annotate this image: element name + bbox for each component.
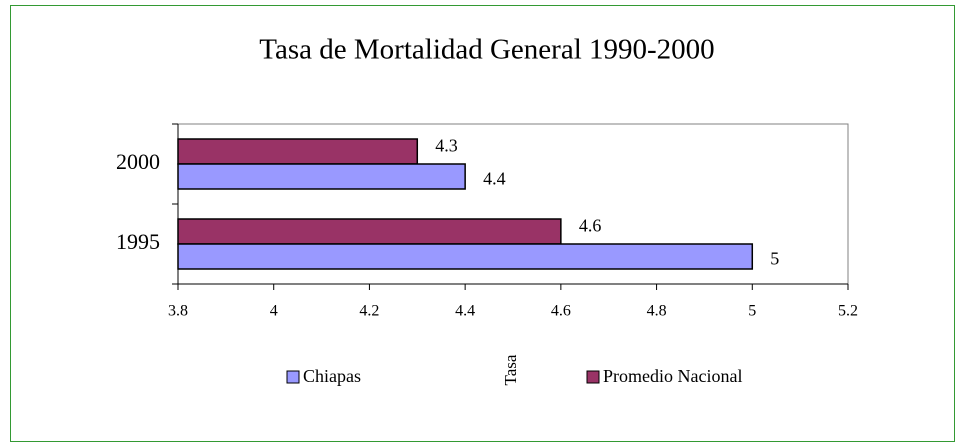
x-axis-label: Tasa [501, 354, 520, 385]
x-tick-label: 4.4 [455, 303, 475, 320]
data-label: 4.6 [579, 216, 602, 236]
chart-title: Tasa de Mortalidad General 1990-2000 [259, 34, 714, 66]
x-tick-label: 5 [748, 303, 756, 320]
legend-label: Chiapas [303, 366, 361, 386]
y-tick-label: 2000 [116, 149, 160, 174]
x-tick-label: 3.8 [168, 303, 188, 320]
bar [177, 163, 466, 190]
bar [177, 218, 562, 245]
legend-swatch [586, 370, 600, 384]
data-label: 4.3 [435, 136, 458, 156]
x-tick-label: 4.2 [359, 303, 379, 320]
legend-label: Promedio Nacional [603, 366, 742, 386]
x-tick-label: 4.8 [647, 303, 667, 320]
data-label: 4.4 [483, 169, 506, 189]
bar [177, 138, 419, 165]
x-tick-label: 5.2 [838, 303, 858, 320]
data-label: 5 [770, 249, 779, 269]
legend-swatch [286, 370, 300, 384]
y-tick-label: 1995 [116, 229, 160, 254]
bar [177, 243, 754, 270]
x-tick-label: 4.6 [551, 303, 571, 320]
x-tick-label: 4 [270, 303, 278, 320]
